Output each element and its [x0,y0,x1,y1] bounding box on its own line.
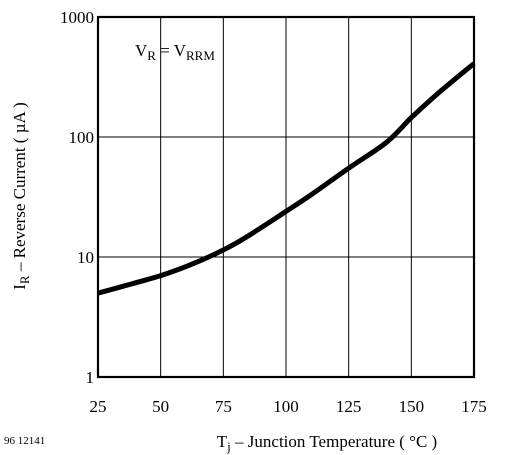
y-axis-title-rest: – Reverse Current ( µA ) [10,102,29,275]
plot-frame [96,15,476,379]
annotation-v-left: V [135,41,148,60]
y-tick-label: 100 [69,128,95,147]
y-axis-title-sub: R [17,275,32,284]
x-axis-title-rest: – Junction Temperature ( °C ) [231,432,437,451]
x-axis-title-main: T [217,432,228,451]
data-curve [97,61,476,296]
y-axis-title: IR – Reverse Current ( µA ) [10,102,32,289]
x-tick-label: 50 [152,397,169,416]
x-tick-label: 75 [215,397,232,416]
x-tick-label: 25 [90,397,107,416]
y-axis-title-main: I [10,284,29,290]
x-tick-label: 125 [336,397,362,416]
x-tick-label: 175 [461,397,487,416]
voltage-annotation: VR = VRRM [135,41,215,63]
x-tick-label: 100 [273,397,299,416]
x-axis-title: Tj – Junction Temperature ( °C ) [217,432,437,454]
annotation-sub-right: RRM [186,48,215,63]
x-axis-title-sub: j [226,439,231,454]
y-tick-labels: 1 10 100 1000 [60,8,94,387]
annotation-v-right: V [174,41,187,60]
x-tick-labels: 25 50 75 100 125 150 175 [90,397,487,416]
annotation-sub-left: R [147,48,156,63]
y-tick-label: 10 [77,248,94,267]
y-tick-label: 1 [86,368,95,387]
annotation-equals: = [156,41,174,60]
figure-id: 96 12141 [4,435,45,447]
y-tick-label: 1000 [60,8,94,27]
x-tick-label: 150 [399,397,425,416]
grid-lines [98,17,474,377]
